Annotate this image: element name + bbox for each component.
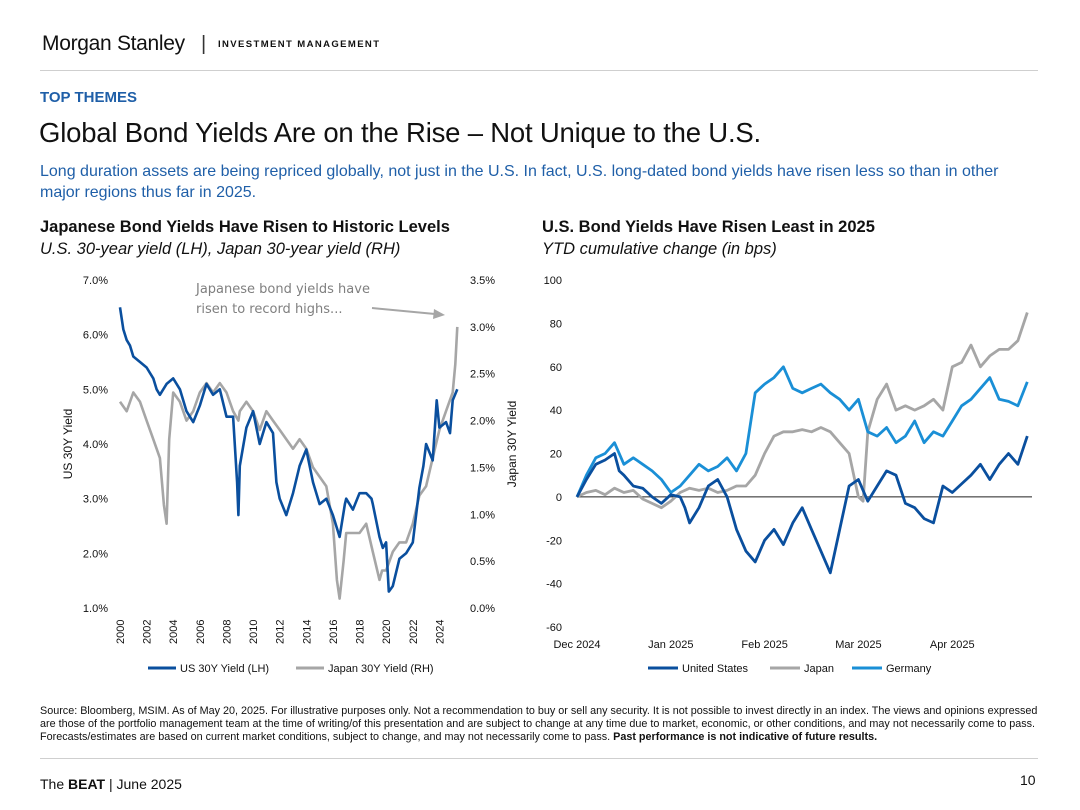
- source-disclaimer: Past performance is not indicative of fu…: [613, 731, 878, 744]
- footer-rule: [40, 758, 1038, 759]
- left-x-tick-label: 2012: [275, 620, 287, 644]
- annotation-arrowhead: [433, 309, 445, 319]
- right-y-tick-label: 1.5%: [470, 462, 495, 474]
- left-x-tick-label: 2022: [408, 620, 420, 644]
- japan-line: [576, 312, 1029, 510]
- right-chart-x-tick-label: Dec 2024: [553, 639, 600, 651]
- brand-separator: |: [201, 33, 207, 55]
- left-chart-title: Japanese Bond Yields Have Risen to Histo…: [40, 218, 450, 236]
- left-y-tick-label: 6.0%: [83, 330, 108, 342]
- right-chart-subtitle: YTD cumulative change (in bps): [542, 240, 777, 258]
- right-y-tick-label: 3.5%: [470, 275, 495, 287]
- right-y-tick-label: 1.0%: [470, 509, 495, 521]
- left-y-tick-label: 7.0%: [83, 275, 108, 287]
- footer-publication: BEAT: [68, 776, 106, 792]
- germany-line: [575, 365, 1029, 498]
- legend-label-japan: Japan: [804, 663, 834, 675]
- legend-label-germany: Germany: [886, 663, 932, 675]
- right-chart-y-tick-label: 80: [550, 318, 562, 330]
- annotation-arrow-line: [371, 307, 436, 315]
- right-chart-x-tick-label: Mar 2025: [835, 639, 881, 651]
- page-title: Global Bond Yields Are on the Rise – Not…: [39, 117, 761, 148]
- page-number: 10: [1020, 772, 1036, 788]
- left-x-tick-label: 2018: [355, 620, 367, 644]
- right-chart-y-tick-label: -20: [546, 535, 562, 547]
- right-y-tick-label: 3.0%: [470, 322, 495, 334]
- left-y-tick-label: 3.0%: [83, 494, 108, 506]
- right-chart-title: U.S. Bond Yields Have Risen Least in 202…: [542, 218, 875, 236]
- left-y-tick-label: 1.0%: [83, 603, 108, 615]
- division-name: INVESTMENT MANAGEMENT: [218, 39, 381, 50]
- left-x-tick-label: 2008: [221, 620, 233, 644]
- right-chart-y-tick-label: 40: [550, 405, 562, 417]
- header-rule: [40, 70, 1038, 71]
- source-text: Source: Bloomberg, MSIM. As of May 20, 2…: [40, 705, 1038, 744]
- right-chart-x-tick-label: Jan 2025: [648, 639, 693, 651]
- right-y-tick-label: 2.0%: [470, 416, 495, 428]
- left-x-tick-label: 2006: [195, 620, 207, 644]
- left-y-tick-label: 4.0%: [83, 439, 108, 451]
- right-y-tick-label: 2.5%: [470, 369, 495, 381]
- right-y-tick-label: 0.5%: [470, 556, 495, 568]
- footer-prefix: The: [40, 776, 69, 792]
- left-x-tick-label: 2024: [434, 620, 446, 644]
- section-eyebrow: TOP THEMES: [40, 89, 137, 106]
- brand-logo: Morgan Stanley: [42, 32, 185, 55]
- right-chart-x-tick-label: Apr 2025: [930, 639, 975, 651]
- left-chart-subtitle: U.S. 30-year yield (LH), Japan 30-year y…: [40, 240, 401, 258]
- left-x-tick-label: 2014: [301, 620, 313, 644]
- right-chart-y-tick-label: 100: [544, 275, 562, 287]
- left-y-tick-label: 5.0%: [83, 384, 108, 396]
- right-chart-y-tick-label: -60: [546, 622, 562, 634]
- left-x-tick-label: 2000: [115, 620, 127, 644]
- left-x-tick-label: 2016: [328, 620, 340, 644]
- right-chart-y-tick-label: -40: [546, 579, 562, 591]
- right-chart-y-tick-label: 20: [550, 449, 562, 461]
- left-x-tick-label: 2004: [168, 620, 180, 644]
- left-x-tick-label: 2020: [381, 620, 393, 644]
- legend-label-japan: Japan 30Y Yield (RH): [328, 663, 434, 675]
- left-x-tick-label: 2002: [142, 620, 154, 644]
- us-30y-line: [118, 307, 459, 593]
- right-chart-x-tick-label: Feb 2025: [741, 639, 787, 651]
- left-y-axis-title: US 30Y Yield: [61, 409, 75, 480]
- footer-label: The BEAT | June 2025: [40, 776, 182, 792]
- source-note: Source: Bloomberg, MSIM. As of May 20, 2…: [40, 705, 1040, 745]
- right-chart-y-tick-label: 0: [556, 492, 562, 504]
- right-y-tick-label: 0.0%: [470, 603, 495, 615]
- footer-date: | June 2025: [105, 776, 182, 792]
- page-subtitle: Long duration assets are being repriced …: [40, 163, 999, 201]
- legend-label-us: US 30Y Yield (LH): [180, 663, 269, 675]
- left-y-tick-label: 2.0%: [83, 548, 108, 560]
- annotation-line-1: Japanese bond yields have: [195, 282, 370, 297]
- left-x-tick-label: 2010: [248, 620, 260, 644]
- right-y-axis-title: Japan 30Y Yield: [505, 401, 519, 488]
- legend-label-united-states: United States: [682, 663, 749, 675]
- japan-30y-line: [118, 326, 459, 600]
- annotation-line-2: risen to record highs...: [196, 302, 342, 317]
- united-states-line: [575, 435, 1029, 575]
- right-chart-y-tick-label: 60: [550, 362, 562, 374]
